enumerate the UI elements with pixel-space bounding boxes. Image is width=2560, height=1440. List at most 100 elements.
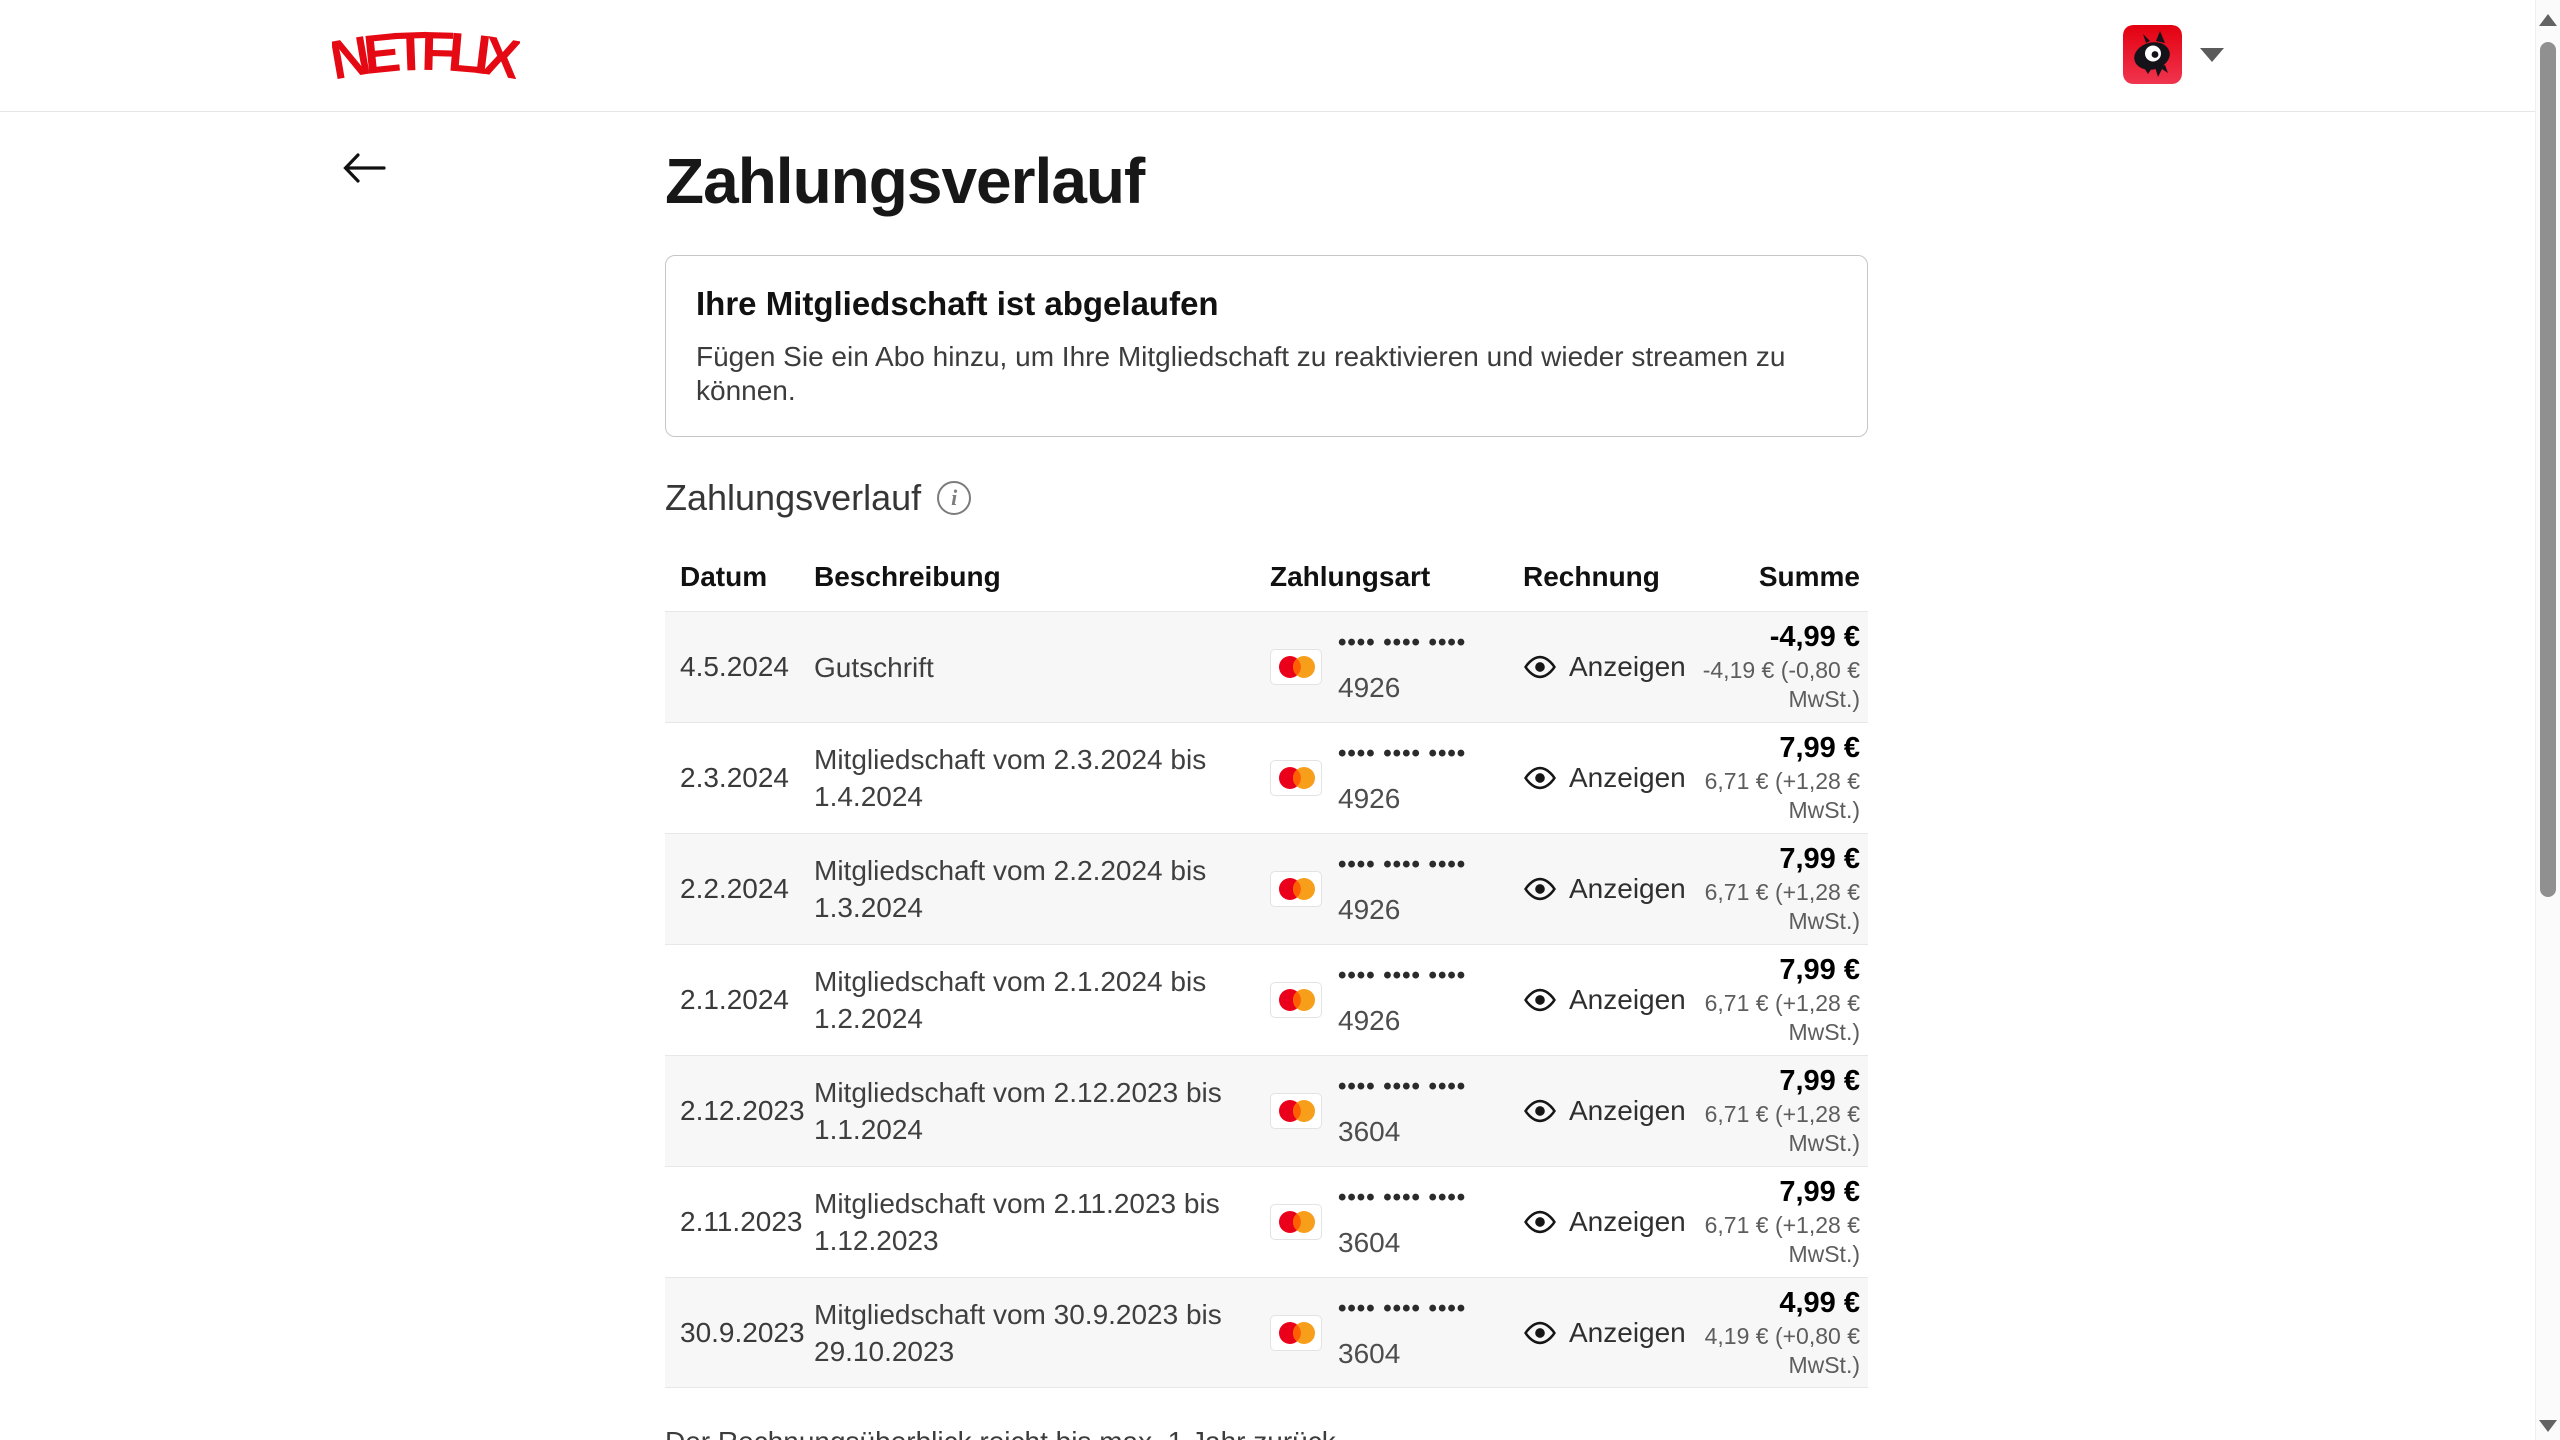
payment-method-cell: •••• •••• •••• 4926 <box>1270 629 1523 704</box>
show-invoice-button[interactable]: Anzeigen <box>1523 762 1698 794</box>
top-navigation-bar: NETFLIX <box>0 0 2560 112</box>
table-row: 4.5.2024 Gutschrift •••• •••• •••• 4926 <box>665 611 1868 723</box>
invoice-action-label: Anzeigen <box>1569 651 1686 683</box>
row-amount: 7,99 € <box>1779 732 1860 765</box>
show-invoice-button[interactable]: Anzeigen <box>1523 873 1698 905</box>
mastercard-icon <box>1270 1093 1322 1130</box>
eye-icon <box>1524 877 1556 901</box>
row-amount-detail: 4,19 € (+0,80 € MwSt.) <box>1704 1322 1860 1378</box>
arrow-left-icon <box>343 153 386 183</box>
vertical-scrollbar[interactable] <box>2535 0 2560 1440</box>
mastercard-icon <box>1270 649 1322 686</box>
scrollbar-thumb[interactable] <box>2540 42 2556 897</box>
table-row: 2.12.2023 Mitgliedschaft vom 2.12.2023 b… <box>665 1055 1868 1167</box>
eye-icon <box>1524 1321 1556 1344</box>
table-body: 4.5.2024 Gutschrift •••• •••• •••• 4926 <box>665 611 1868 1389</box>
card-masked-digits: •••• •••• •••• <box>1338 629 1467 657</box>
profile-menu[interactable] <box>2123 25 2224 84</box>
card-masked-digits: •••• •••• •••• <box>1338 1294 1467 1322</box>
row-description: Mitgliedschaft vom 2.2.2024 bis 1.3.2024 <box>814 855 1207 924</box>
scroll-up-arrow-icon[interactable] <box>2539 14 2557 26</box>
show-invoice-button[interactable]: Anzeigen <box>1523 651 1698 683</box>
card-masked-digits: •••• •••• •••• <box>1338 1073 1467 1101</box>
row-description: Mitgliedschaft vom 2.11.2023 bis 1.12.20… <box>814 1188 1220 1257</box>
column-header-zahlungsart: Zahlungsart <box>1270 561 1431 593</box>
payment-history-table: Datum Beschreibung Zahlungsart Rechnung … <box>665 561 1868 1389</box>
card-last4: 4926 <box>1338 894 1401 926</box>
mastercard-icon <box>1270 1204 1322 1241</box>
eye-icon <box>1524 988 1556 1012</box>
row-date: 2.3.2024 <box>680 762 789 794</box>
history-limit-note: Der Rechnungsüberblick reicht bis max. 1… <box>665 1426 1868 1440</box>
row-date: 2.12.2023 <box>680 1095 805 1127</box>
eye-icon <box>1524 655 1556 679</box>
mastercard-icon <box>1270 982 1322 1019</box>
table-row: 2.1.2024 Mitgliedschaft vom 2.1.2024 bis… <box>665 944 1868 1055</box>
payment-method-cell: •••• •••• •••• 4926 <box>1270 851 1523 926</box>
info-icon[interactable]: i <box>937 481 972 516</box>
row-amount-detail: 6,71 € (+1,28 € MwSt.) <box>1704 768 1860 824</box>
invoice-action-label: Anzeigen <box>1569 1316 1686 1348</box>
back-button[interactable] <box>338 142 390 194</box>
show-invoice-button[interactable]: Anzeigen <box>1523 1206 1698 1238</box>
netflix-logo[interactable]: NETFLIX <box>332 24 520 86</box>
column-header-beschreibung: Beschreibung <box>814 561 1001 593</box>
card-last4: 3604 <box>1338 1227 1401 1259</box>
notice-title: Ihre Mitgliedschaft ist abgelaufen <box>696 285 1219 323</box>
row-description: Mitgliedschaft vom 2.12.2023 bis 1.1.202… <box>814 1077 1222 1146</box>
eye-icon <box>1524 1099 1556 1123</box>
netflix-logo-text: NETFLIX <box>332 24 520 86</box>
table-row: 2.2.2024 Mitgliedschaft vom 2.2.2024 bis… <box>665 833 1868 945</box>
card-last4: 4926 <box>1338 672 1401 704</box>
card-last4: 3604 <box>1338 1337 1401 1369</box>
invoice-action-label: Anzeigen <box>1569 1206 1686 1238</box>
payment-method-cell: •••• •••• •••• 3604 <box>1270 1294 1523 1369</box>
row-amount-detail: 6,71 € (+1,28 € MwSt.) <box>1704 1101 1860 1157</box>
card-masked-digits: •••• •••• •••• <box>1338 962 1467 990</box>
payment-method-cell: •••• •••• •••• 3604 <box>1270 1186 1523 1259</box>
invoice-action-label: Anzeigen <box>1569 762 1686 794</box>
profile-avatar[interactable] <box>2123 25 2182 84</box>
row-date: 30.9.2023 <box>680 1316 805 1348</box>
row-amount: 7,99 € <box>1779 1176 1860 1209</box>
eye-icon <box>1524 1210 1556 1234</box>
show-invoice-button[interactable]: Anzeigen <box>1523 1317 1698 1349</box>
table-header-row: Datum Beschreibung Zahlungsart Rechnung … <box>665 561 1868 611</box>
svg-text:NETFLIX: NETFLIX <box>332 24 520 86</box>
invoice-action-label: Anzeigen <box>1569 1095 1686 1127</box>
invoice-action-label: Anzeigen <box>1569 873 1686 905</box>
row-amount: 7,99 € <box>1779 954 1860 987</box>
column-header-summe: Summe <box>1758 561 1860 593</box>
payment-method-cell: •••• •••• •••• 4926 <box>1270 740 1523 815</box>
column-header-rechnung: Rechnung <box>1523 561 1660 593</box>
show-invoice-button[interactable]: Anzeigen <box>1523 984 1698 1016</box>
row-date: 2.2.2024 <box>680 873 789 905</box>
row-amount-detail: 6,71 € (+1,28 € MwSt.) <box>1704 990 1860 1046</box>
row-description: Mitgliedschaft vom 2.1.2024 bis 1.2.2024 <box>814 966 1207 1035</box>
table-row: 30.9.2023 Mitgliedschaft vom 30.9.2023 b… <box>665 1277 1868 1389</box>
row-date: 2.11.2023 <box>680 1206 803 1238</box>
notice-body: Fügen Sie ein Abo hinzu, um Ihre Mitglie… <box>696 341 1786 407</box>
row-amount-detail: 6,71 € (+1,28 € MwSt.) <box>1704 879 1860 935</box>
row-amount-detail: 6,71 € (+1,28 € MwSt.) <box>1704 1212 1860 1268</box>
card-last4: 4926 <box>1338 783 1401 815</box>
card-masked-digits: •••• •••• •••• <box>1338 851 1467 879</box>
eye-icon <box>1524 766 1556 790</box>
show-invoice-button[interactable]: Anzeigen <box>1523 1095 1698 1127</box>
card-last4: 4926 <box>1338 1005 1401 1037</box>
scroll-down-arrow-icon[interactable] <box>2539 1420 2557 1432</box>
column-header-datum: Datum <box>680 561 768 593</box>
row-amount: -4,99 € <box>1769 621 1860 654</box>
table-row: 2.11.2023 Mitgliedschaft vom 2.11.2023 b… <box>665 1166 1868 1277</box>
chevron-down-icon[interactable] <box>2200 47 2224 62</box>
section-title: Zahlungsverlauf <box>665 477 922 519</box>
card-masked-digits: •••• •••• •••• <box>1338 740 1467 768</box>
mastercard-icon <box>1270 760 1322 797</box>
payment-history-page: Zahlungsverlauf Ihre Mitgliedschaft ist … <box>665 112 1868 1440</box>
invoice-action-label: Anzeigen <box>1569 984 1686 1016</box>
row-amount: 7,99 € <box>1779 843 1860 876</box>
card-last4: 3604 <box>1338 1116 1401 1148</box>
table-row: 2.3.2024 Mitgliedschaft vom 2.3.2024 bis… <box>665 722 1868 833</box>
membership-expired-notice: Ihre Mitgliedschaft ist abgelaufen Fügen… <box>665 255 1868 438</box>
row-description: Gutschrift <box>814 651 934 683</box>
